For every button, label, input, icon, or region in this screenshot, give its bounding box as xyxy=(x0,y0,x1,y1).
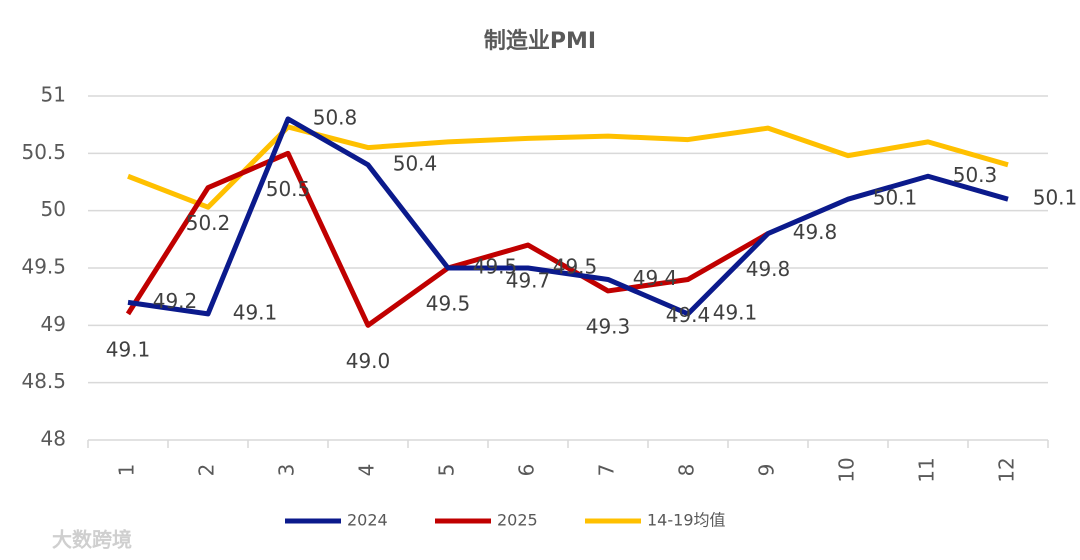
legend-label: 14-19均值 xyxy=(647,511,726,530)
data-label: 49.7 xyxy=(506,269,551,293)
y-tick-label: 48.5 xyxy=(21,369,66,393)
data-label: 49.1 xyxy=(713,300,758,324)
legend-label: 2024 xyxy=(347,511,388,530)
y-tick-label: 49.5 xyxy=(21,255,66,279)
x-tick-label: 8 xyxy=(675,464,699,477)
data-label: 50.5 xyxy=(266,177,311,201)
x-tick-label: 6 xyxy=(515,464,539,477)
series-line xyxy=(127,124,1009,210)
y-tick-label: 49 xyxy=(41,312,66,336)
data-label: 49.5 xyxy=(473,255,518,279)
x-tick-label: 5 xyxy=(435,464,459,477)
x-tick-label: 12 xyxy=(995,457,1019,482)
data-label: 50.1 xyxy=(873,186,918,210)
y-tick-label: 50 xyxy=(41,197,66,221)
y-tick-label: 48 xyxy=(41,427,66,451)
x-tick-label: 11 xyxy=(915,457,939,482)
x-tick-label: 9 xyxy=(755,464,779,477)
x-tick-label: 10 xyxy=(835,457,859,482)
x-tick-label: 4 xyxy=(355,464,379,477)
watermark: 大数跨境 xyxy=(52,528,132,552)
data-label: 49.3 xyxy=(586,314,631,338)
x-tick-label: 1 xyxy=(115,464,139,477)
data-label: 49.8 xyxy=(746,257,791,281)
data-label: 49.4 xyxy=(633,266,678,290)
chart-title: 制造业PMI xyxy=(484,29,596,54)
data-label: 49.8 xyxy=(793,220,838,244)
data-label: 49.4 xyxy=(666,303,711,327)
x-tick-label: 2 xyxy=(195,464,219,477)
legend-label: 2025 xyxy=(497,511,538,530)
data-label: 50.3 xyxy=(953,163,998,187)
data-label: 50.2 xyxy=(186,211,231,235)
data-label: 50.1 xyxy=(1033,186,1078,210)
data-label: 49.0 xyxy=(346,349,391,373)
series-line xyxy=(127,116,1009,317)
data-label: 50.4 xyxy=(393,151,438,175)
x-tick-label: 7 xyxy=(595,464,619,477)
data-label: 49.5 xyxy=(553,255,598,279)
y-tick-label: 51 xyxy=(41,83,66,107)
data-label: 50.8 xyxy=(313,105,358,129)
y-tick-label: 50.5 xyxy=(21,140,66,164)
data-label: 49.1 xyxy=(233,300,278,324)
data-label: 49.2 xyxy=(153,289,198,313)
x-tick-label: 3 xyxy=(275,464,299,477)
data-label: 49.5 xyxy=(426,292,471,316)
data-label: 49.1 xyxy=(106,337,151,361)
